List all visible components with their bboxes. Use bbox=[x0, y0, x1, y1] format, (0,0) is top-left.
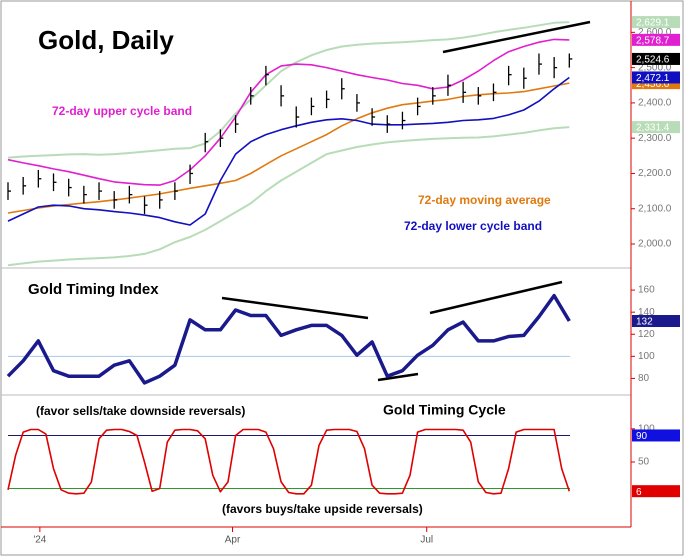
value-tag-label: 2,472.1 bbox=[636, 73, 670, 84]
panel-title: Gold Timing Cycle bbox=[383, 402, 506, 418]
value-tag-label: 2,578.7 bbox=[636, 35, 670, 46]
chart-title: Gold, Daily bbox=[38, 25, 174, 55]
value-tag bbox=[632, 485, 680, 498]
y-tick-label: 2,200.0 bbox=[638, 168, 672, 179]
panel-title: Gold Timing Index bbox=[28, 281, 159, 298]
series-line bbox=[7, 428, 571, 495]
series-line bbox=[7, 82, 570, 214]
y-tick-label: 2,600.0 bbox=[638, 27, 672, 38]
value-tag-label: 90 bbox=[636, 431, 648, 442]
value-tag bbox=[632, 16, 680, 29]
y-tick-label: 2,300.0 bbox=[638, 133, 672, 144]
y-tick-label: 2,500.0 bbox=[638, 62, 672, 73]
series-line bbox=[7, 38, 570, 186]
trend-line bbox=[377, 372, 419, 382]
trend-line bbox=[442, 20, 591, 54]
trend-line bbox=[429, 280, 563, 315]
x-tick-label: Jul bbox=[420, 535, 433, 546]
x-tick-label: '24 bbox=[33, 535, 46, 546]
value-tag-label: 2,331.4 bbox=[636, 123, 670, 134]
value-tag-label: 2,629.1 bbox=[636, 18, 670, 29]
value-tag bbox=[632, 33, 680, 46]
y-tick-label: 2,400.0 bbox=[638, 98, 672, 109]
y-tick-label: 120 bbox=[638, 329, 655, 340]
value-tag-label: 2,524.6 bbox=[636, 55, 670, 66]
value-tag-label: 2,456.0 bbox=[636, 79, 670, 90]
value-tag bbox=[632, 121, 680, 134]
value-tag bbox=[632, 315, 680, 328]
value-tag bbox=[632, 52, 680, 65]
series-line bbox=[7, 126, 570, 267]
y-tick-label: 100 bbox=[638, 351, 655, 362]
value-tag-label: 6 bbox=[636, 487, 642, 498]
series-name: 72-day upper cycle band bbox=[52, 104, 192, 118]
series-line bbox=[6, 293, 571, 385]
annotation: (favors buys/take upside reversals) bbox=[222, 502, 423, 516]
series-line bbox=[7, 76, 570, 226]
series-name: 72-day lower cycle band bbox=[404, 219, 542, 233]
y-tick-label: 140 bbox=[638, 307, 655, 318]
value-tag bbox=[632, 429, 680, 442]
y-tick-label: 80 bbox=[638, 373, 650, 384]
x-tick-label: Apr bbox=[225, 535, 241, 546]
y-tick-label: 50 bbox=[638, 457, 650, 468]
value-tag bbox=[632, 71, 680, 84]
y-tick-label: 2,100.0 bbox=[638, 203, 672, 214]
series-line bbox=[7, 21, 570, 159]
value-tag-label: 132 bbox=[636, 317, 653, 328]
y-tick-label: 2,000.0 bbox=[638, 239, 672, 250]
trend-line bbox=[221, 296, 369, 320]
y-tick-label: 160 bbox=[638, 285, 655, 296]
y-tick-label: 100 bbox=[638, 423, 655, 434]
annotation: (favor sells/take downside reversals) bbox=[36, 404, 245, 418]
series-name: 72-day moving average bbox=[418, 193, 551, 207]
